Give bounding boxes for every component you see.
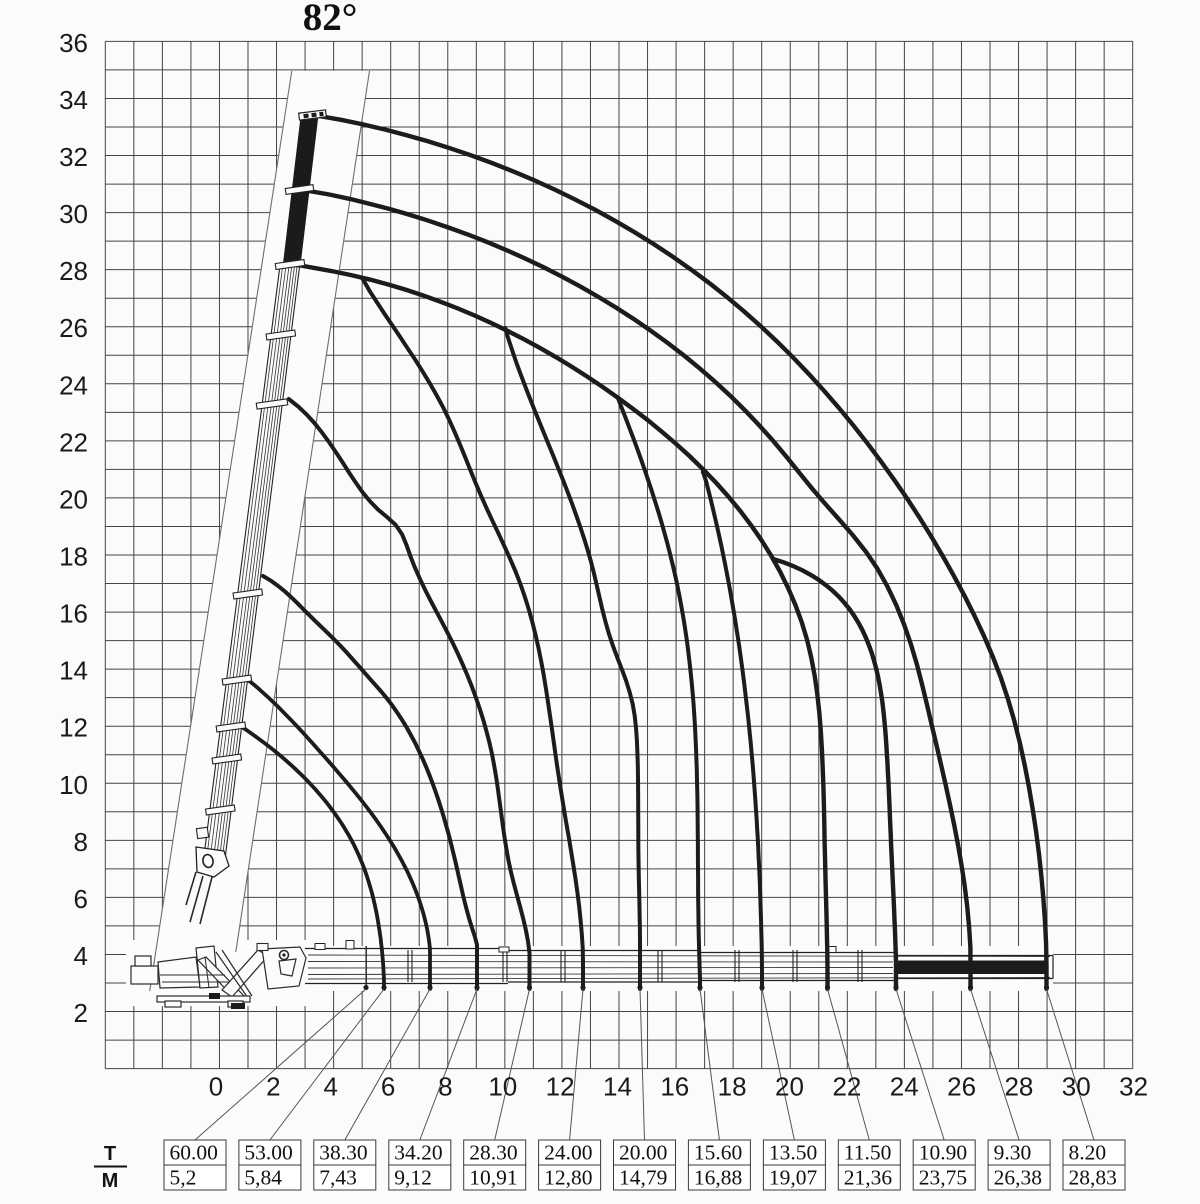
svg-text:7,43: 7,43 (319, 1166, 357, 1190)
svg-text:20.00: 20.00 (619, 1141, 667, 1165)
svg-text:24: 24 (890, 1072, 919, 1102)
svg-text:23,75: 23,75 (919, 1166, 967, 1190)
svg-text:12: 12 (59, 713, 88, 743)
svg-text:26,38: 26,38 (994, 1166, 1042, 1190)
svg-text:14: 14 (603, 1072, 632, 1102)
svg-text:5,84: 5,84 (244, 1166, 282, 1190)
svg-text:5,2: 5,2 (170, 1166, 197, 1190)
svg-text:26: 26 (59, 313, 88, 343)
svg-text:13.50: 13.50 (769, 1141, 817, 1165)
svg-text:30: 30 (59, 199, 88, 229)
svg-text:10: 10 (59, 770, 88, 800)
svg-text:30: 30 (1062, 1072, 1091, 1102)
svg-text:32: 32 (1119, 1072, 1148, 1102)
svg-text:2: 2 (266, 1072, 280, 1102)
svg-text:22: 22 (59, 427, 88, 457)
svg-text:9,12: 9,12 (394, 1166, 432, 1190)
svg-text:11.50: 11.50 (844, 1141, 892, 1165)
svg-text:15.60: 15.60 (694, 1141, 742, 1165)
svg-text:34: 34 (59, 85, 88, 115)
svg-text:6: 6 (74, 884, 88, 914)
svg-text:18: 18 (718, 1072, 747, 1102)
svg-text:4: 4 (323, 1072, 337, 1102)
svg-text:20: 20 (59, 484, 88, 514)
svg-text:20: 20 (775, 1072, 804, 1102)
svg-text:28: 28 (59, 256, 88, 286)
svg-text:M: M (102, 1170, 119, 1192)
svg-text:24.00: 24.00 (544, 1141, 592, 1165)
svg-text:32: 32 (59, 142, 88, 172)
svg-text:8: 8 (74, 827, 88, 857)
svg-text:18: 18 (59, 542, 88, 572)
svg-text:T: T (104, 1143, 116, 1165)
svg-text:16,88: 16,88 (694, 1166, 742, 1190)
svg-text:12: 12 (546, 1072, 575, 1102)
svg-text:21,36: 21,36 (844, 1166, 893, 1190)
svg-text:38.30: 38.30 (319, 1141, 367, 1165)
svg-text:26: 26 (947, 1072, 976, 1102)
svg-text:10.90: 10.90 (919, 1141, 967, 1165)
svg-text:28,83: 28,83 (1069, 1166, 1117, 1190)
svg-text:9.30: 9.30 (994, 1141, 1032, 1165)
svg-text:53.00: 53.00 (244, 1141, 292, 1165)
svg-text:19,07: 19,07 (769, 1166, 818, 1190)
svg-text:60.00: 60.00 (170, 1141, 218, 1165)
svg-text:12,80: 12,80 (544, 1166, 592, 1190)
svg-text:36: 36 (59, 28, 88, 58)
svg-text:8.20: 8.20 (1069, 1141, 1107, 1165)
svg-text:4: 4 (74, 941, 88, 971)
svg-text:82°: 82° (303, 0, 358, 39)
svg-text:16: 16 (59, 599, 88, 629)
svg-text:34.20: 34.20 (394, 1141, 442, 1165)
svg-text:6: 6 (381, 1072, 395, 1102)
svg-text:14: 14 (59, 656, 88, 686)
svg-text:28.30: 28.30 (469, 1141, 517, 1165)
svg-text:16: 16 (660, 1072, 689, 1102)
svg-text:2: 2 (74, 998, 88, 1028)
svg-text:0: 0 (209, 1072, 223, 1102)
svg-text:24: 24 (59, 370, 88, 400)
svg-text:10,91: 10,91 (469, 1166, 517, 1190)
svg-text:10: 10 (488, 1072, 517, 1102)
svg-text:8: 8 (438, 1072, 452, 1102)
svg-text:22: 22 (832, 1072, 861, 1102)
svg-text:28: 28 (1004, 1072, 1033, 1102)
svg-text:14,79: 14,79 (619, 1166, 667, 1190)
